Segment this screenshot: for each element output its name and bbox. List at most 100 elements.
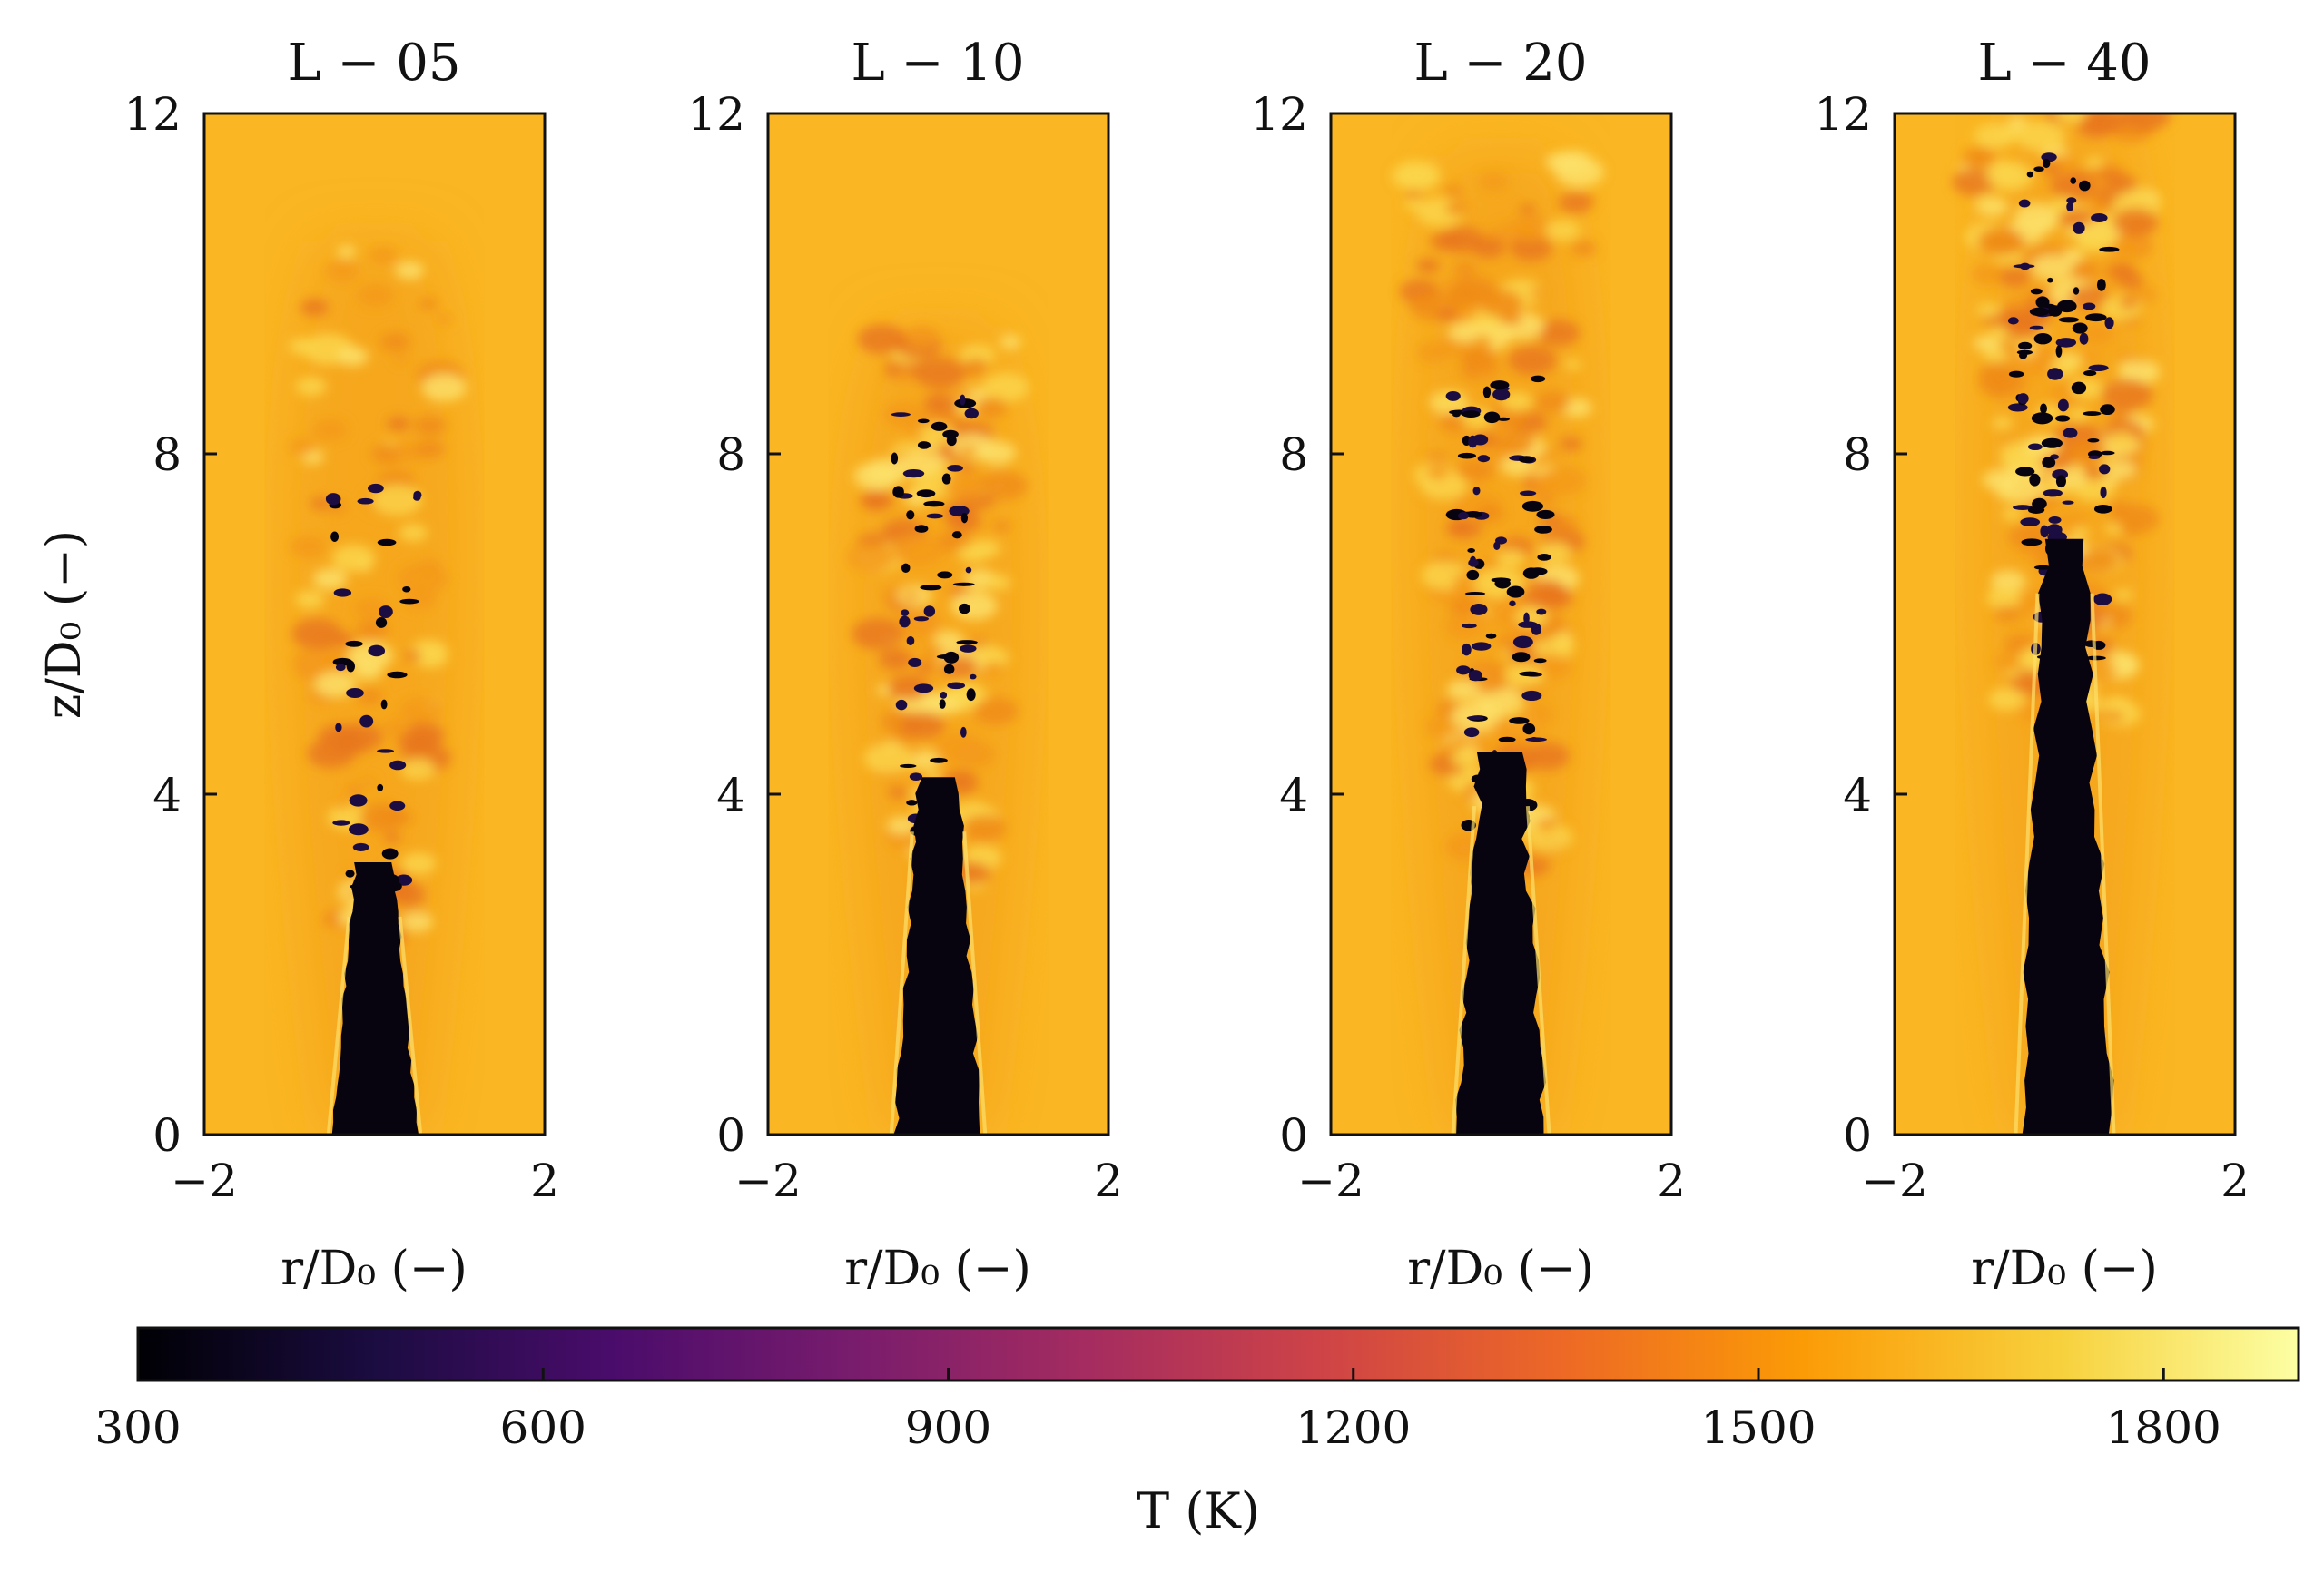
eddy bbox=[961, 814, 1007, 841]
filament bbox=[960, 394, 966, 406]
eddy bbox=[360, 778, 376, 788]
y-tick-label: 12 bbox=[687, 88, 745, 141]
filament bbox=[1485, 633, 1497, 639]
y-tick-label: 12 bbox=[123, 88, 182, 141]
panel-title: L − 20 bbox=[1414, 34, 1588, 93]
eddy bbox=[1535, 819, 1554, 831]
eddy bbox=[413, 415, 447, 437]
heatmap-plot bbox=[1895, 113, 2235, 1135]
filament bbox=[2029, 473, 2041, 487]
eddy bbox=[1477, 289, 1522, 317]
filament bbox=[2083, 302, 2096, 310]
y-tick-label: 8 bbox=[716, 428, 745, 481]
filament bbox=[333, 588, 352, 597]
filament bbox=[375, 617, 388, 628]
eddy bbox=[369, 246, 399, 265]
filament bbox=[906, 635, 915, 645]
x-ticks: −2 2 bbox=[171, 1155, 559, 1207]
eddy bbox=[2104, 523, 2122, 535]
eddy bbox=[1525, 742, 1570, 770]
eddy bbox=[957, 544, 988, 563]
eddy bbox=[888, 674, 929, 701]
filament bbox=[2072, 322, 2088, 334]
filament bbox=[1533, 658, 1547, 664]
filament bbox=[357, 497, 374, 505]
eddy bbox=[333, 734, 368, 755]
filament bbox=[1492, 388, 1511, 401]
filament bbox=[1534, 526, 1552, 534]
filament bbox=[2042, 457, 2056, 468]
filament bbox=[2073, 287, 2080, 295]
eddy bbox=[295, 377, 327, 397]
eddy bbox=[887, 816, 916, 835]
eddy bbox=[399, 524, 428, 542]
filament bbox=[943, 651, 960, 664]
filament bbox=[2066, 202, 2073, 211]
filament bbox=[2027, 443, 2043, 451]
filament bbox=[1457, 512, 1469, 520]
eddy bbox=[401, 722, 445, 749]
filament bbox=[2085, 313, 2107, 322]
filament bbox=[2093, 593, 2112, 605]
filament bbox=[2100, 450, 2115, 456]
filament bbox=[891, 412, 911, 417]
filament bbox=[402, 585, 411, 593]
filament bbox=[2040, 525, 2049, 538]
eddy bbox=[312, 568, 348, 590]
eddy bbox=[981, 471, 1028, 500]
filament bbox=[2012, 505, 2033, 510]
filament bbox=[2093, 505, 2112, 514]
filament bbox=[377, 749, 395, 753]
eddy bbox=[857, 324, 907, 355]
y-tick-label: 0 bbox=[1843, 1109, 1872, 1162]
eddy bbox=[399, 697, 442, 724]
y-tick-label: 4 bbox=[1279, 769, 1308, 821]
panel-title: L − 40 bbox=[1978, 34, 2152, 93]
filament bbox=[2016, 349, 2034, 355]
eddy bbox=[2085, 156, 2104, 169]
filament bbox=[387, 671, 408, 679]
panel-l-20: L − 20 0 4 8 12 −2 2 r/D₀ (−) bbox=[1250, 34, 1686, 1296]
filament bbox=[1512, 652, 1531, 663]
filament bbox=[1483, 411, 1501, 424]
eddy bbox=[914, 357, 966, 389]
filament bbox=[937, 571, 953, 579]
filament bbox=[1445, 390, 1461, 401]
panel-l-05: L − 05 0 4 8 12 −2 2 r/D₀ (−) bbox=[123, 34, 559, 1296]
filament bbox=[2031, 412, 2053, 425]
eddy bbox=[311, 418, 348, 441]
eddy bbox=[1446, 679, 1480, 701]
filament bbox=[1506, 585, 1525, 598]
x-axis-label: r/D₀ (−) bbox=[1407, 1242, 1594, 1296]
eddy bbox=[2059, 208, 2092, 229]
filament bbox=[1471, 642, 1492, 651]
colorbar-tick-label: 300 bbox=[94, 1401, 181, 1454]
filament bbox=[899, 763, 917, 769]
filament bbox=[1509, 600, 1516, 607]
eddy bbox=[397, 563, 448, 595]
eddy bbox=[2100, 295, 2142, 320]
filament bbox=[2029, 307, 2050, 317]
eddy bbox=[384, 832, 401, 843]
eddy bbox=[2054, 113, 2088, 124]
eddy bbox=[943, 473, 989, 501]
filament bbox=[901, 563, 911, 574]
filament bbox=[2020, 517, 2041, 526]
filament bbox=[952, 582, 975, 586]
eddy bbox=[2067, 261, 2100, 281]
x-axis-label: r/D₀ (−) bbox=[1971, 1242, 2158, 1296]
shear-layer-right bbox=[962, 831, 988, 1135]
eddy bbox=[959, 447, 977, 457]
cold-core bbox=[2022, 538, 2114, 1135]
filament bbox=[2029, 325, 2044, 330]
filament bbox=[2021, 538, 2043, 546]
eddy bbox=[2110, 262, 2136, 279]
filament bbox=[1529, 624, 1540, 628]
filament bbox=[1522, 567, 1540, 579]
eddy bbox=[899, 451, 938, 476]
filament bbox=[960, 644, 977, 653]
eddy bbox=[1529, 287, 1547, 299]
y-tick-label: 8 bbox=[153, 428, 182, 481]
filament bbox=[923, 605, 936, 617]
eddy bbox=[1966, 149, 1994, 166]
